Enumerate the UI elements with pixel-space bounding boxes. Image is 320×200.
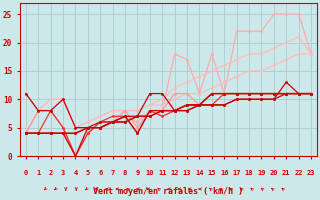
X-axis label: Vent moyen/en rafales ( km/h ): Vent moyen/en rafales ( km/h )	[93, 187, 244, 196]
